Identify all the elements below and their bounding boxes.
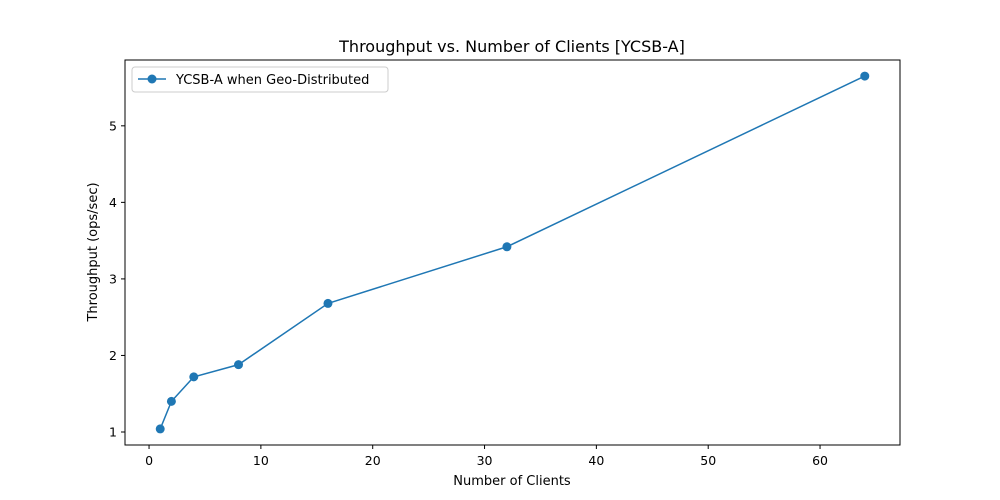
x-tick-label: 50 xyxy=(700,453,716,468)
y-tick-label: 3 xyxy=(109,271,117,286)
series-line xyxy=(159,75,866,430)
data-point xyxy=(860,71,870,81)
x-axis: 0 10 20 30 40 50 60 xyxy=(145,445,828,468)
y-tick-label: 5 xyxy=(109,118,117,133)
series-layer xyxy=(155,71,870,434)
data-point xyxy=(166,396,176,406)
x-axis-label: Number of Clients xyxy=(453,474,571,489)
chart-title: Throughput vs. Number of Clients [YCSB-A… xyxy=(338,37,685,56)
x-tick-label: 40 xyxy=(588,453,604,468)
x-tick-label: 20 xyxy=(365,453,381,468)
legend-marker-swatch xyxy=(147,74,157,84)
data-point xyxy=(234,360,244,370)
data-point xyxy=(502,242,512,252)
legend-entry-label: YCSB-A when Geo-Distributed xyxy=(175,73,369,88)
x-tick-label: 10 xyxy=(253,453,269,468)
plot-area-frame xyxy=(124,59,901,446)
y-tick-label: 4 xyxy=(109,195,117,210)
data-point xyxy=(155,424,165,434)
legend-box xyxy=(131,66,389,93)
x-tick-label: 30 xyxy=(477,453,493,468)
y-axis-label: Throughput (ops/sec) xyxy=(86,182,101,322)
y-tick-label: 2 xyxy=(109,348,117,363)
data-point xyxy=(189,372,199,382)
y-tick-label: 1 xyxy=(109,424,117,439)
y-axis: 1 2 3 4 5 xyxy=(109,118,125,439)
x-tick-label: 60 xyxy=(812,453,828,468)
data-point xyxy=(323,298,333,308)
legend: YCSB-A when Geo-Distributed xyxy=(131,66,389,93)
x-tick-label: 0 xyxy=(145,453,153,468)
